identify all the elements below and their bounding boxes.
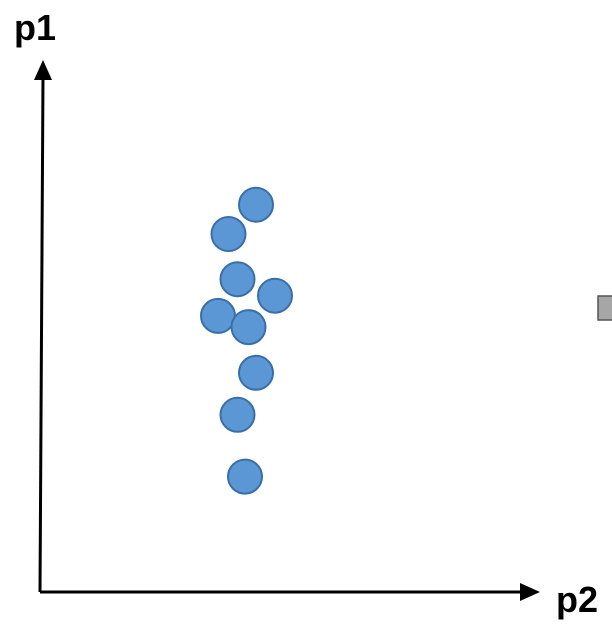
data-point-8 xyxy=(219,396,256,433)
axes xyxy=(34,60,540,601)
data-point-5 xyxy=(200,297,236,334)
data-points xyxy=(200,186,293,495)
data-point-1 xyxy=(238,186,274,223)
data-point-7 xyxy=(238,354,274,391)
y-axis-arrow-head xyxy=(34,60,52,80)
y-axis-line xyxy=(38,75,45,593)
data-point-9 xyxy=(227,458,263,495)
partial-gray-marker xyxy=(597,295,612,321)
data-point-3 xyxy=(219,261,256,298)
x-axis-label: p2 xyxy=(556,579,598,620)
y-axis-label: p1 xyxy=(14,7,56,48)
x-axis-arrow-head xyxy=(520,583,540,601)
data-point-4 xyxy=(257,277,293,314)
data-point-2 xyxy=(210,216,247,252)
data-point-6 xyxy=(230,309,267,346)
